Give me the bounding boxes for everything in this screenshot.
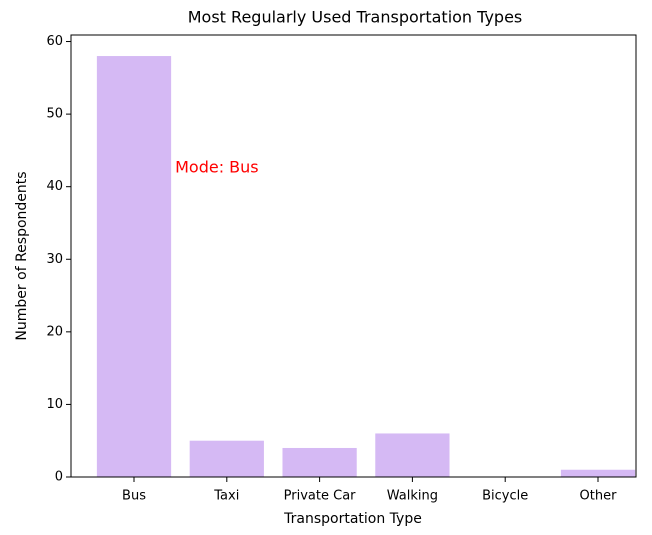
x-tick-label: Walking [387,489,438,504]
x-tick-label: Bus [122,489,146,504]
y-tick-label: 40 [46,179,63,194]
bar [189,440,264,477]
x-axis-label: Transportation Type [283,511,422,527]
y-tick-label: 50 [46,107,63,122]
x-tick-label: Taxi [213,489,239,504]
x-tick-label: Private Car [284,489,356,504]
annotation: Mode: Bus [175,158,259,177]
bar [560,469,636,477]
y-axis-label: Number of Respondents [14,171,30,340]
x-tick-label: Bicycle [482,489,528,504]
bar [96,56,172,478]
x-tick-label: Other [580,489,618,504]
y-tick-label: 10 [46,397,63,412]
y-tick-label: 0 [55,470,63,485]
y-tick-label: 60 [46,34,63,49]
chart-title: Most Regularly Used Transportation Types [188,8,523,27]
bar [282,447,357,477]
plot-frame [70,34,637,478]
bar [375,433,450,477]
y-tick-label: 30 [46,252,63,267]
y-tick-label: 20 [46,324,63,339]
